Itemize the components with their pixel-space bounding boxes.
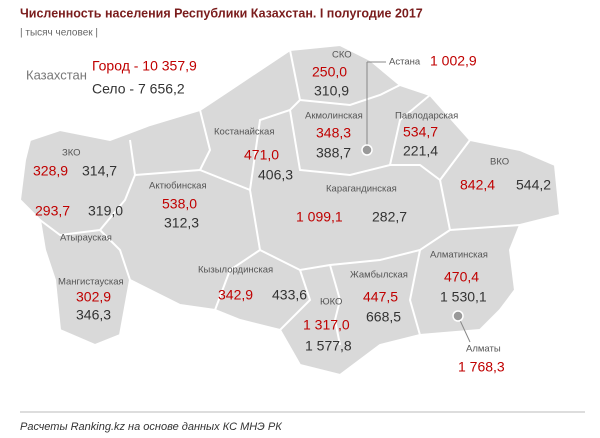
- region-village: 1 530,1: [440, 289, 487, 305]
- region-village: 433,6: [272, 287, 307, 303]
- country-city: Город - 10 357,9: [92, 58, 197, 74]
- region-name: Акмолинская: [305, 111, 363, 122]
- region-name: Атырауская: [60, 233, 112, 244]
- map-shape: [18, 43, 562, 377]
- region-name: Мангистауская: [58, 277, 124, 288]
- region-name: Астана: [389, 57, 421, 68]
- region-village: 1 577,8: [305, 338, 352, 354]
- region-village: 388,7: [316, 145, 351, 161]
- region-city: 348,3: [316, 125, 351, 141]
- region-name: Алматы: [466, 344, 501, 355]
- subtitle: | тысяч человек |: [20, 28, 98, 39]
- country-label: Казахстан: [26, 67, 87, 82]
- region-name: Алматинская: [430, 250, 488, 261]
- title: Численность населения Республики Казахст…: [20, 6, 423, 20]
- region-city: 534,7: [403, 124, 438, 140]
- region-city: 1 002,9: [430, 53, 477, 69]
- region-city: 471,0: [244, 147, 279, 163]
- region-name: Кызылординская: [198, 265, 273, 276]
- region-village: 282,7: [372, 209, 407, 225]
- region-city: 842,4: [460, 177, 495, 193]
- region-village: 668,5: [366, 309, 401, 325]
- region-name: Карагандинская: [326, 184, 397, 195]
- region-village: 312,3: [164, 215, 199, 231]
- region-village: 314,7: [82, 163, 117, 179]
- region-city: 328,9: [33, 163, 68, 179]
- region-city: 1 317,0: [303, 317, 350, 333]
- region-name: Павлодарская: [395, 111, 458, 122]
- region-name: ЮКО: [320, 297, 342, 308]
- region-village: 310,9: [314, 83, 349, 99]
- country-village: Село - 7 656,2: [92, 81, 185, 97]
- region-name: ЗКО: [62, 148, 81, 159]
- footer-source: Расчеты Ranking.kz на основе данных КС М…: [20, 421, 282, 433]
- regions: СКО 250,0 310,9 Астана 1 002,9 Акмолинская 348…: [33, 50, 551, 375]
- region-name: СКО: [332, 50, 352, 61]
- region-city: 1 099,1: [296, 209, 343, 225]
- region-name: Костанайская: [214, 127, 274, 138]
- region-city: 470,4: [444, 269, 479, 285]
- region-name: ВКО: [490, 157, 509, 168]
- region-village: 319,0: [88, 203, 123, 219]
- region-name: Актюбинская: [149, 181, 207, 192]
- region-city: 447,5: [363, 289, 398, 305]
- region-name: Жамбылская: [350, 270, 408, 281]
- region-city: 538,0: [162, 196, 197, 212]
- region-city: 293,7: [35, 203, 70, 219]
- region-city: 342,9: [218, 287, 253, 303]
- region-village: 406,3: [258, 167, 293, 183]
- region-city: 1 768,3: [458, 359, 505, 375]
- region-village: 544,2: [516, 177, 551, 193]
- region-village: 346,3: [76, 307, 111, 323]
- region-village: 221,4: [403, 143, 438, 159]
- region-city: 302,9: [76, 289, 111, 305]
- region-city: 250,0: [312, 64, 347, 80]
